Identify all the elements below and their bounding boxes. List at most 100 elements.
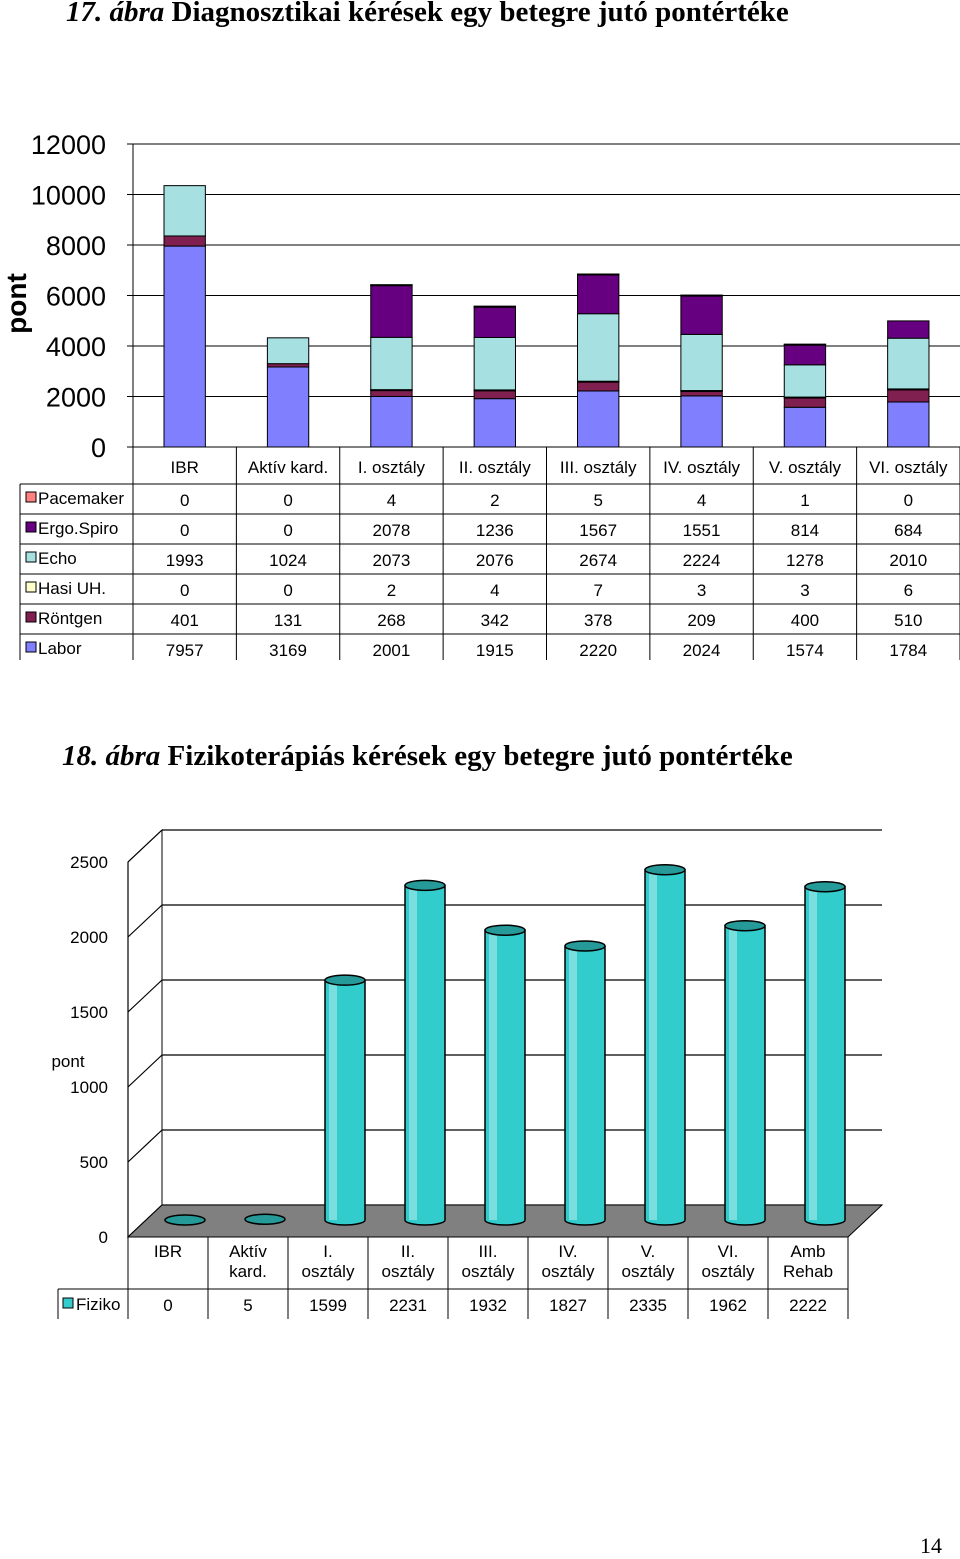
table-cell: 2010: [889, 551, 927, 570]
y-tick-label: 8000: [46, 231, 106, 261]
table-cell: 0: [904, 491, 913, 510]
table-cell: 1551: [683, 521, 721, 540]
y-tick-label: 1500: [70, 1003, 108, 1022]
bar-segment: [473, 305, 516, 338]
gridline: [127, 1054, 163, 1088]
figure-17-caption: 17. ábra Diagnosztikai kérések egy beteg…: [66, 0, 789, 29]
cylinder-bar: [324, 974, 366, 1226]
cylinder-highlight: [329, 980, 337, 1220]
table-cell: 0: [283, 491, 292, 510]
bar-segment: [473, 398, 516, 448]
y-tick-label: 2000: [70, 928, 108, 947]
bar-segment: [887, 320, 930, 339]
table-cell: 2674: [579, 551, 617, 570]
table-cell: 7: [593, 581, 602, 600]
side-wall: [127, 828, 163, 1239]
x-category-label: kard.: [229, 1262, 267, 1281]
legend-label: Fiziko: [76, 1295, 120, 1314]
table-cell: 268: [377, 611, 405, 630]
cylinder-highlight: [489, 930, 497, 1220]
table-cell: 5: [593, 491, 602, 510]
table-cell: 209: [687, 611, 715, 630]
bar-segment: [577, 390, 620, 448]
bar-segment: [783, 396, 827, 408]
table-cell: 5: [243, 1296, 252, 1315]
table-cell: 2001: [373, 641, 411, 660]
cylinder-bar: [404, 879, 446, 1226]
cylinder-bar: [164, 1214, 206, 1226]
table-cell: 684: [894, 521, 922, 540]
bar-segment: [163, 245, 206, 448]
x-category-label: osztály: [622, 1262, 675, 1281]
cylinder-top: [564, 940, 606, 952]
table-cell: 1784: [889, 641, 927, 660]
table-cell: 1962: [709, 1296, 747, 1315]
bar-segment: [163, 185, 206, 237]
x-category-label: osztály: [382, 1262, 435, 1281]
table-cell: 0: [283, 581, 292, 600]
cylinder-top: [724, 919, 766, 932]
table-cell: 814: [791, 521, 819, 540]
legend-label: Echo: [38, 549, 77, 568]
y-tick-label: 2500: [70, 853, 108, 872]
table-cell: 4: [697, 491, 706, 510]
legend-label: Pacemaker: [38, 489, 124, 508]
table-cell: 2224: [683, 551, 721, 570]
x-category-label: Rehab: [783, 1262, 833, 1281]
x-category-label: IV. osztály: [663, 458, 740, 477]
x-category-label: VI.: [718, 1242, 739, 1261]
cylinder-top: [244, 1213, 286, 1225]
legend-swatch: [25, 641, 37, 653]
x-category-label: I. osztály: [358, 458, 426, 477]
table-cell: 378: [584, 611, 612, 630]
x-category-label: IBR: [154, 1242, 182, 1261]
cylinder-bar: [644, 864, 686, 1226]
table-cell: 0: [180, 521, 189, 540]
table-cell: 1278: [786, 551, 824, 570]
legend-swatch: [25, 611, 37, 623]
table-cell: 1574: [786, 641, 824, 660]
cylinder-top: [804, 880, 846, 893]
table-cell: 1567: [579, 521, 617, 540]
cylinder-top: [484, 924, 526, 936]
cylinder-bar: [484, 924, 526, 1226]
table-cell: 2073: [373, 551, 411, 570]
x-category-label: Amb: [791, 1242, 826, 1261]
bar-segment: [887, 337, 930, 390]
bar-segment: [887, 401, 930, 448]
x-category-label: V.: [641, 1242, 656, 1261]
x-category-label: III. osztály: [560, 458, 637, 477]
cylinder-top: [404, 879, 446, 892]
bar-segment: [577, 273, 620, 276]
table-cell: 3: [800, 581, 809, 600]
cylinder-top: [644, 864, 686, 876]
cylinder-highlight: [809, 886, 817, 1220]
legend-swatch: [25, 581, 37, 593]
bar-segment: [266, 366, 310, 448]
legend-label: Röntgen: [38, 609, 102, 628]
table-cell: 401: [171, 611, 199, 630]
x-category-label: VI. osztály: [869, 458, 948, 477]
table-cell: 2076: [476, 551, 514, 570]
bar-segment: [680, 333, 723, 392]
table-cell: 1: [800, 491, 809, 510]
table-cell: 4: [490, 581, 499, 600]
cylinder-bar: [724, 919, 766, 1226]
table-cell: 2024: [683, 641, 721, 660]
y-tick-label: 6000: [46, 282, 106, 312]
y-tick-label: 12000: [31, 130, 106, 160]
x-category-label: osztály: [302, 1262, 355, 1281]
cylinder-highlight: [569, 945, 577, 1220]
legend-label: Ergo.Spiro: [38, 519, 118, 538]
cylinder-highlight: [649, 869, 657, 1220]
table-cell: 2078: [373, 521, 411, 540]
legend-swatch: [25, 551, 37, 563]
bar-segment: [680, 294, 723, 335]
table-cell: 0: [180, 581, 189, 600]
figure-18-label: 18. ábra: [62, 740, 161, 772]
y-tick-label: 4000: [46, 332, 106, 362]
table-cell: 0: [283, 521, 292, 540]
bar-segment: [370, 284, 413, 287]
x-category-label: I.: [323, 1242, 332, 1261]
